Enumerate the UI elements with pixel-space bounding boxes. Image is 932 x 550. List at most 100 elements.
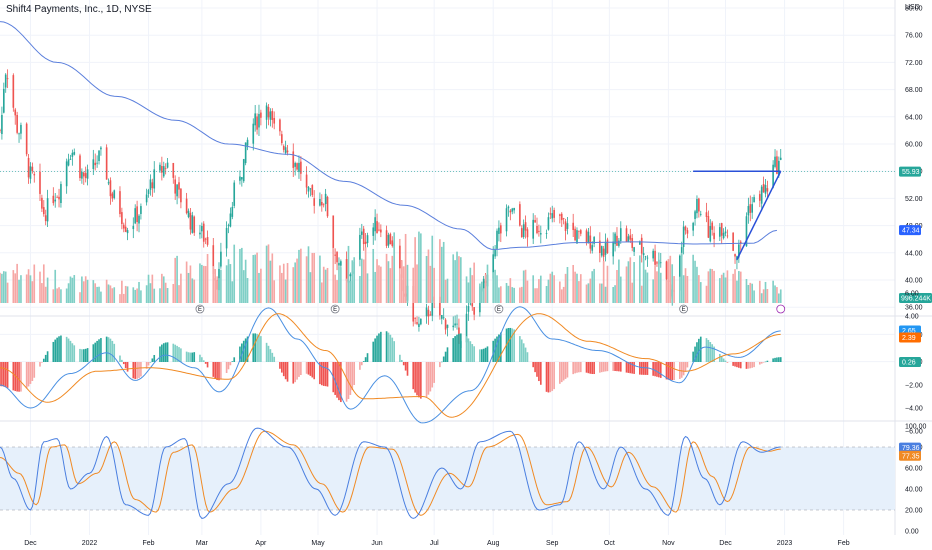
volume-bar (233, 244, 236, 303)
volume-bar (418, 231, 420, 303)
volume-bar (244, 259, 247, 303)
candle-body (713, 232, 715, 240)
volume-bar (54, 269, 57, 303)
volume-bar (619, 276, 622, 303)
volume-bar (616, 270, 618, 303)
volume-bar (98, 286, 100, 303)
candle-body (119, 191, 121, 215)
macd-histogram-bar (486, 346, 489, 362)
candle-body (429, 314, 432, 316)
candle-body (522, 224, 525, 237)
candle-body (454, 323, 456, 326)
volume-bar (492, 272, 495, 303)
y-tick-label: 44.00 (905, 250, 923, 257)
volume-bar (412, 267, 415, 303)
volume-bar (338, 266, 340, 303)
volume-bar (387, 261, 390, 303)
volume-bar (307, 246, 310, 303)
volume-bar (574, 271, 576, 303)
volume-bar (406, 264, 409, 303)
volume-bar (33, 264, 36, 303)
macd-histogram-bar (279, 362, 281, 369)
macd-histogram-bar (429, 362, 432, 392)
macd-histogram-bar (404, 362, 407, 371)
macd-histogram-bar (616, 362, 618, 372)
candle-body (187, 210, 190, 218)
macd-histogram-bar (718, 353, 721, 362)
candle-body (482, 278, 485, 292)
candle-body (758, 194, 761, 201)
candle-body (686, 230, 689, 234)
volume-bar (27, 269, 30, 303)
macd-histogram-bar (305, 362, 308, 374)
macd-histogram-bar (532, 362, 535, 368)
y-tick-label: 80.00 (905, 6, 923, 13)
candle-body (98, 150, 100, 161)
macd-histogram-bar (591, 362, 594, 375)
candle-body (471, 303, 474, 307)
candle-body (204, 238, 207, 240)
volume-bar (686, 275, 689, 303)
volume-bar (136, 288, 138, 303)
candle-body (180, 188, 182, 203)
candle-body (166, 162, 169, 168)
candle-body (709, 226, 712, 242)
volume-bar (229, 264, 232, 303)
volume-bar (560, 289, 563, 303)
volume-bar (149, 283, 152, 303)
candle-body (659, 262, 662, 264)
candle-body (549, 213, 552, 215)
volume-bar (458, 256, 460, 303)
volume-bar (465, 276, 468, 303)
macd-histogram-bar (71, 343, 74, 362)
macd-histogram-bar (44, 354, 47, 362)
candle-body (560, 213, 563, 221)
macd-histogram-bar (758, 362, 761, 365)
volume-bar (372, 248, 375, 303)
macd-y-tick-label: 6.00 (905, 291, 919, 298)
candle-body (54, 199, 57, 202)
volume-bar (479, 283, 481, 303)
candle-body (269, 111, 272, 120)
volume-bar (225, 265, 228, 303)
macd-histogram-bar (458, 333, 460, 362)
volume-bar (340, 267, 342, 303)
macd-histogram-bar (440, 361, 443, 363)
candle-body (267, 106, 270, 118)
volume-badge: 996.244K (901, 296, 931, 303)
candle-body (698, 198, 700, 212)
macd-histogram-bar (242, 340, 245, 362)
macd-histogram-bar (65, 336, 68, 362)
volume-bar (4, 271, 7, 303)
macd-histogram-bar (549, 362, 552, 393)
candle-body (427, 309, 430, 317)
candle-body (776, 156, 778, 174)
macd-histogram-bar (665, 362, 668, 380)
candle-body (465, 313, 468, 343)
volume-bar (86, 279, 89, 303)
volume-bar (696, 266, 698, 303)
macd-histogram-bar (473, 346, 475, 362)
candle-body (566, 223, 569, 229)
candle-body (442, 317, 445, 319)
volume-bar (444, 279, 447, 303)
macd-histogram-bar (534, 362, 536, 373)
volume-bar (658, 259, 660, 303)
stochastic-k-badge-bg (899, 442, 921, 453)
candle-body (360, 231, 363, 235)
macd-histogram-bar (267, 345, 270, 362)
macd-histogram-bar (25, 362, 28, 389)
candle-body (779, 157, 782, 160)
volume-bar (652, 279, 654, 303)
candle-body (242, 159, 245, 182)
candle-body (665, 261, 668, 280)
volume-bar (416, 264, 418, 303)
volume-bar (402, 266, 405, 303)
candle-body (178, 182, 180, 190)
candle-body (564, 221, 567, 231)
macd-histogram-bar (296, 362, 298, 380)
candle-body (254, 113, 256, 126)
volume-bar (718, 278, 721, 303)
candle-body (416, 322, 418, 324)
macd-histogram-bar (496, 336, 498, 362)
